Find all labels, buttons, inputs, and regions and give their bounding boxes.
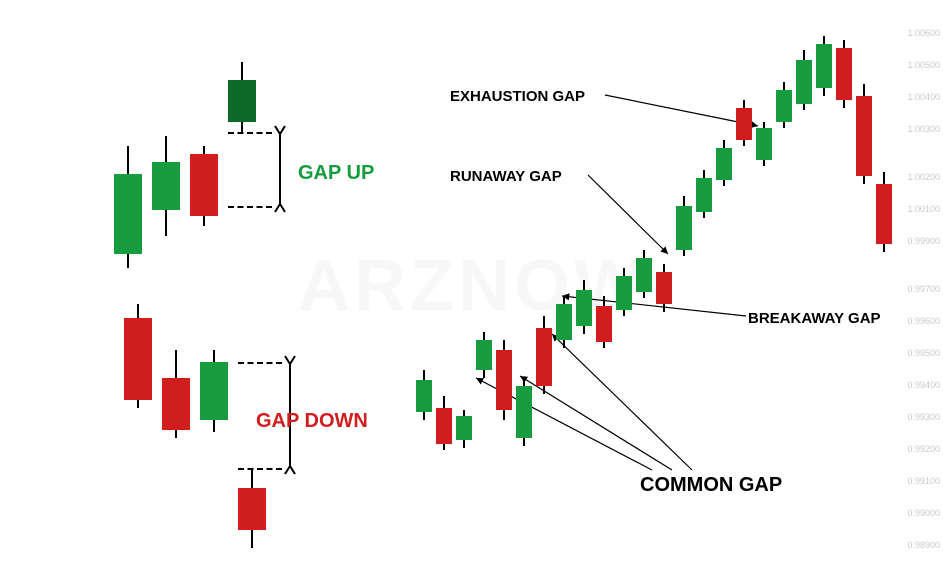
left-candle: [200, 350, 228, 432]
left-candle: [238, 468, 266, 548]
price-tick: 1.00400: [907, 92, 940, 102]
label-gap_up: GAP UP: [298, 162, 374, 185]
right-candle: [516, 378, 532, 446]
price-tick: 0.99700: [907, 284, 940, 294]
right-candle: [616, 268, 632, 316]
price-tick: 0.99400: [907, 380, 940, 390]
right-candle: [416, 370, 432, 420]
price-tick: 0.99600: [907, 316, 940, 326]
price-axis: 1.00600 1.00500 1.00400 1.00300 1.00200 1.001…: [892, 0, 940, 572]
label-breakaway: BREAKAWAY GAP: [748, 310, 881, 327]
price-tick: 0.98900: [907, 540, 940, 550]
label-gap_down: GAP DOWN: [256, 410, 368, 433]
left-candle: [228, 62, 256, 132]
price-tick: 0.99500: [907, 348, 940, 358]
left-candle: [152, 136, 180, 236]
right-candle: [596, 296, 612, 348]
right-candle: [856, 84, 872, 184]
label-runaway: RUNAWAY GAP: [450, 168, 562, 185]
left-candle: [190, 146, 218, 226]
right-candle: [576, 280, 592, 334]
gap-dash: [228, 132, 272, 134]
right-candle: [536, 316, 552, 394]
right-candle: [776, 82, 792, 128]
label-exhaustion: EXHAUSTION GAP: [450, 88, 585, 105]
right-candle: [796, 50, 812, 110]
right-candle: [736, 100, 752, 146]
right-candle: [436, 396, 452, 450]
label-common: COMMON GAP: [640, 474, 782, 497]
left-candle: [162, 350, 190, 438]
price-tick: 0.99300: [907, 412, 940, 422]
gap-dash: [238, 468, 282, 470]
right-candle: [656, 264, 672, 312]
right-candle: [876, 172, 892, 252]
right-candle: [696, 170, 712, 218]
right-candle: [756, 122, 772, 166]
right-candle: [456, 410, 472, 448]
left-candle: [124, 304, 152, 408]
right-candle: [636, 250, 652, 298]
right-candle: [556, 296, 572, 348]
price-tick: 1.00300: [907, 124, 940, 134]
price-tick: 1.00200: [907, 172, 940, 182]
right-candle: [816, 36, 832, 96]
right-candle: [836, 40, 852, 108]
price-tick: 0.99900: [907, 236, 940, 246]
price-tick: 0.99100: [907, 476, 940, 486]
gap-dash: [238, 362, 282, 364]
gap-dash: [228, 206, 272, 208]
left-candle: [114, 146, 142, 268]
price-tick: 0.99200: [907, 444, 940, 454]
price-tick: 1.00600: [907, 28, 940, 38]
price-tick: 0.99000: [907, 508, 940, 518]
price-tick: 1.00100: [907, 204, 940, 214]
price-tick: 1.00500: [907, 60, 940, 70]
right-candle: [716, 140, 732, 186]
right-candle: [676, 196, 692, 256]
right-candle: [496, 340, 512, 420]
watermark-text: ARZNOW: [298, 245, 646, 327]
right-candle: [476, 332, 492, 378]
chart-canvas: ARZNOW 1.00600 1.00500 1.00400 1.00300 1.002…: [0, 0, 944, 572]
